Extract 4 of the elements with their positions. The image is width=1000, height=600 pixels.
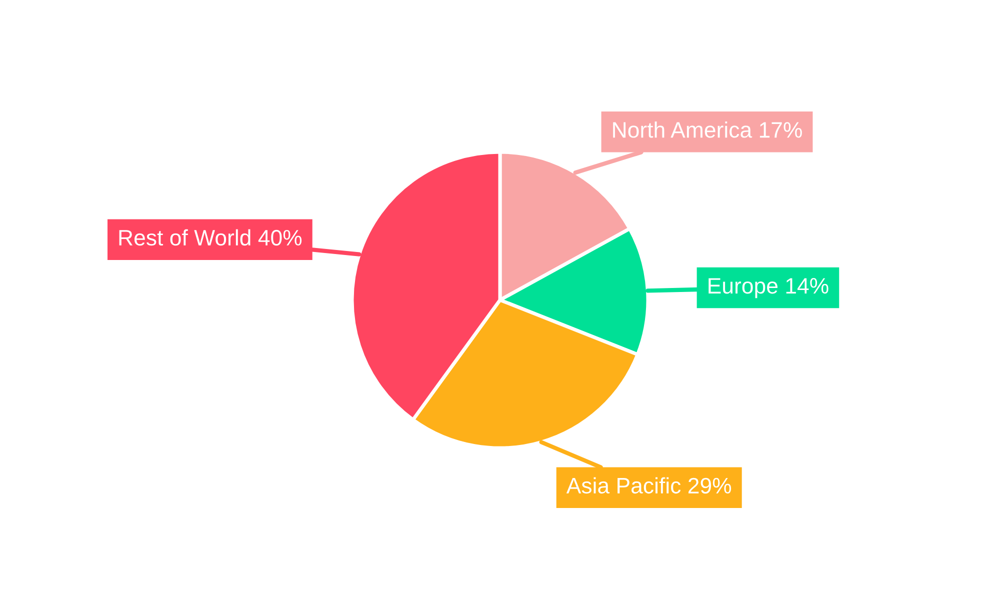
slice-label: Rest of World 40% bbox=[119, 229, 302, 246]
slice-label: Europe 14% bbox=[708, 278, 828, 298]
slice-label: Asia Pacific 29% bbox=[566, 477, 732, 494]
slice-label: North America 17% bbox=[613, 121, 802, 138]
